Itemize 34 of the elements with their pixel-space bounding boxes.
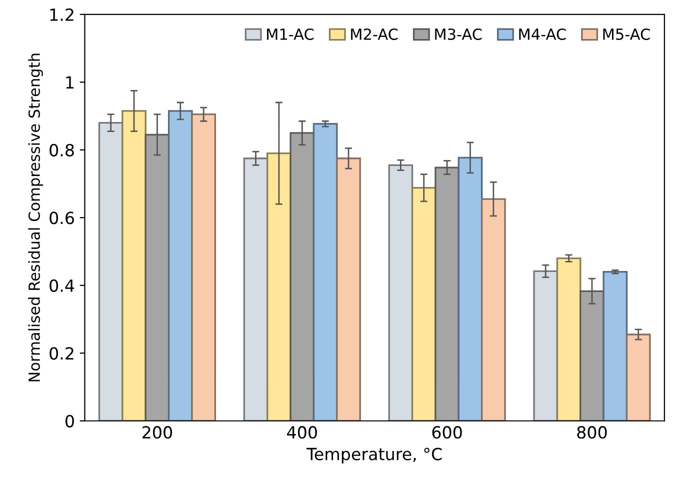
x-tick-label: 200 (142, 426, 172, 439)
y-tick-label: 0.4 (50, 279, 74, 292)
bar (243, 158, 268, 421)
legend-label: M2-AC (351, 28, 398, 40)
bar (336, 158, 361, 421)
x-tick-label: 600 (432, 426, 462, 439)
x-axis-title: Temperature, °C (306, 448, 442, 464)
bar (481, 198, 506, 421)
y-axis-title: Normalised Residual Compressive Strength (28, 54, 43, 382)
bar (556, 257, 582, 421)
y-tick-label: 0 (66, 414, 74, 428)
y-tick-label: 1.2 (50, 8, 74, 21)
x-tick-label: 800 (577, 426, 607, 439)
bar (122, 110, 146, 421)
bar (602, 271, 628, 421)
legend-label: M3-AC (435, 28, 482, 40)
y-tick-label: 1 (66, 76, 74, 89)
bar (388, 164, 414, 421)
bar (533, 270, 558, 421)
bar (626, 334, 651, 421)
y-tick-label: 0.8 (50, 144, 74, 156)
bar (458, 156, 483, 421)
x-tick-label: 400 (287, 426, 317, 439)
legend-label: M4-AC (519, 28, 566, 40)
legend-label: M5-AC (603, 28, 650, 40)
bar (411, 187, 436, 421)
bar (266, 152, 292, 421)
legend-label: M1-AC (267, 28, 314, 40)
bar (191, 114, 216, 421)
bar (168, 110, 193, 421)
bar (312, 122, 338, 421)
bar (98, 122, 124, 421)
y-tick-label: 0.2 (50, 347, 74, 360)
y-tick-label: 0.6 (50, 212, 74, 224)
